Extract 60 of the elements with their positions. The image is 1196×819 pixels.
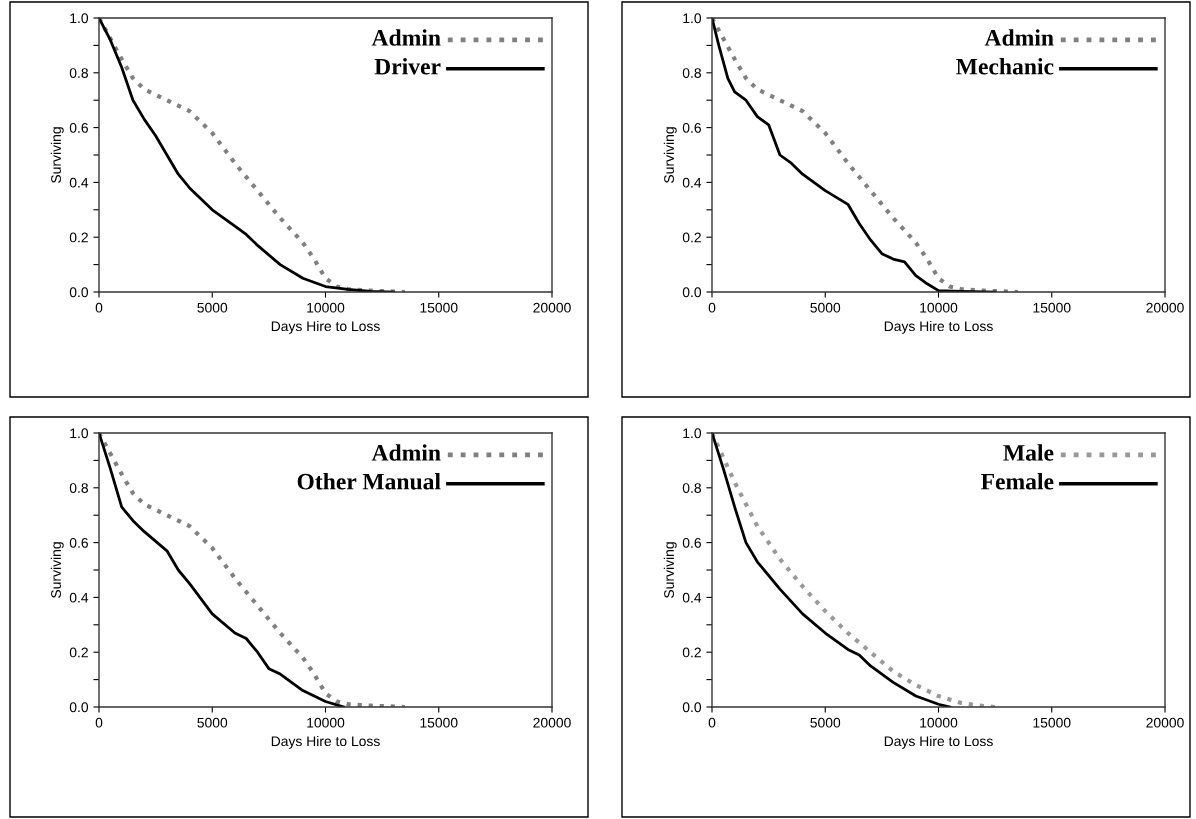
y-tick-label: 0.4 [69, 592, 89, 603]
x-tick-label: 5000 [197, 302, 228, 313]
x-tick-label: 10000 [920, 302, 958, 313]
x-axis-title: Days Hire to Loss [271, 735, 380, 749]
y-tick-label: 1.0 [70, 428, 89, 439]
y-tick-label: 0.6 [69, 537, 88, 548]
x-tick-label: 0 [708, 302, 716, 313]
x-tick-label: 5000 [810, 302, 841, 313]
x-tick-label: 15000 [1033, 717, 1071, 728]
y-tick-label: 1.0 [683, 428, 702, 439]
y-tick-label: 0.8 [682, 68, 701, 78]
legend-label: Male [1003, 444, 1054, 461]
y-tick-label: 0.0 [69, 702, 89, 713]
x-axis-title: Days Hire to Loss [271, 320, 380, 334]
x-tick-label: 15000 [1033, 302, 1071, 313]
y-tick-label: 0.2 [682, 647, 701, 658]
x-tick-label: 0 [95, 717, 103, 728]
x-tick-label: 5000 [810, 717, 841, 728]
y-tick-label: 0.2 [682, 232, 701, 243]
y-tick-label: 0.6 [682, 122, 701, 133]
x-tick-label: 15000 [420, 302, 458, 313]
y-tick-label: 0.6 [682, 537, 701, 548]
y-tick-label: 0.4 [682, 177, 702, 188]
legend-label: Driver [374, 57, 441, 75]
legend-label: Other Manual [297, 472, 441, 490]
y-tick-label: 0.8 [69, 483, 88, 493]
x-axis-title: Days Hire to Loss [884, 735, 993, 749]
y-tick-label: 0.2 [69, 647, 88, 658]
x-tick-label: 10000 [307, 302, 345, 313]
x-tick-label: 10000 [920, 717, 958, 728]
x-tick-label: 5000 [197, 717, 228, 728]
x-tick-label: 0 [95, 302, 103, 313]
x-axis-title: Days Hire to Loss [884, 320, 993, 334]
x-tick-label: 20000 [533, 717, 571, 728]
legend-label: Female [981, 472, 1054, 490]
x-tick-label: 10000 [307, 717, 345, 728]
x-tick-label: 15000 [420, 717, 458, 728]
y-tick-label: 1.0 [683, 13, 702, 24]
y-tick-label: 0.8 [69, 68, 88, 78]
y-tick-label: 0.2 [69, 232, 88, 243]
y-tick-label: 0.8 [682, 483, 701, 493]
y-tick-label: 0.0 [682, 287, 702, 298]
y-tick-label: 0.4 [682, 592, 702, 603]
y-axis-title: Surviving [50, 542, 64, 598]
y-tick-label: 0.4 [69, 177, 89, 188]
y-tick-label: 0.0 [69, 287, 89, 298]
legend-label: Admin [371, 444, 441, 461]
x-tick-label: 20000 [1146, 717, 1184, 728]
y-tick-label: 0.0 [682, 702, 702, 713]
y-tick-label: 1.0 [70, 13, 89, 24]
x-tick-label: 0 [708, 717, 716, 728]
y-axis-title: Surviving [663, 542, 677, 598]
y-axis-title: Surviving [663, 127, 677, 183]
x-tick-label: 20000 [533, 302, 571, 313]
legend-label: Mechanic [956, 57, 1054, 75]
legend-label: Admin [371, 29, 441, 46]
x-tick-label: 20000 [1146, 302, 1184, 313]
y-tick-label: 0.6 [69, 122, 88, 133]
legend-label: Admin [984, 29, 1054, 46]
y-axis-title: Surviving [50, 127, 64, 183]
